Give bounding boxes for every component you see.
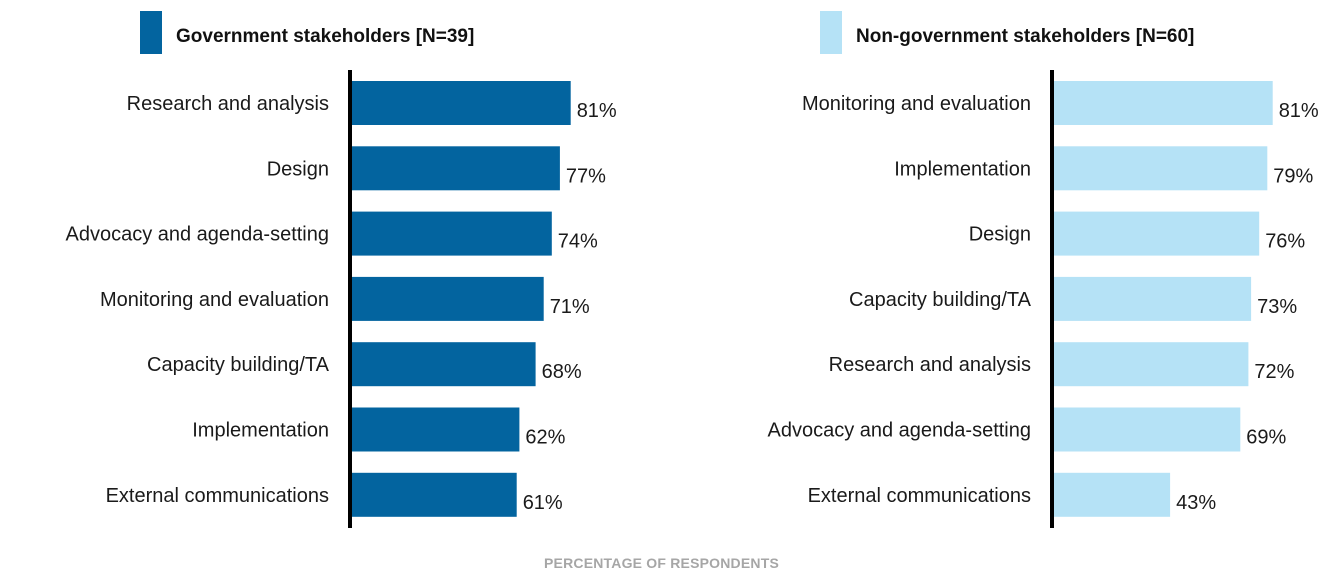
government-legend-swatch [140, 11, 162, 54]
non-government-legend-title: Non-government stakeholders [N=60] [856, 26, 1194, 47]
non-government-value-label: 76% [1265, 231, 1305, 253]
government-value-label: 81% [577, 100, 617, 122]
government-bar [352, 211, 552, 256]
government-axis-line [348, 70, 352, 528]
government-bar [352, 407, 520, 452]
government-value-label: 61% [523, 492, 563, 514]
government-legend-title: Government stakeholders [N=39] [176, 26, 474, 47]
government-bar [352, 146, 560, 191]
non-government-value-label: 43% [1176, 492, 1216, 514]
government-category-label: Capacity building/TA [147, 354, 330, 376]
non-government-category-label: External communications [808, 485, 1031, 507]
government-value-label: 77% [566, 165, 606, 187]
non-government-category-label: Design [969, 224, 1031, 246]
non-government-value-label: 73% [1257, 296, 1297, 318]
non-government-category-label: Advocacy and agenda-setting [767, 420, 1031, 442]
government-category-label: External communications [106, 485, 329, 507]
non-government-bar [1054, 472, 1171, 517]
x-axis-label: PERCENTAGE OF RESPONDENTS [544, 555, 779, 571]
non-government-category-label: Monitoring and evaluation [802, 93, 1031, 115]
non-government-bar [1054, 342, 1249, 387]
non-government-bar [1054, 211, 1260, 256]
non-government-value-label: 79% [1273, 165, 1313, 187]
government-value-label: 74% [558, 231, 598, 253]
government-value-label: 68% [542, 361, 582, 383]
non-government-category-label: Capacity building/TA [849, 289, 1032, 311]
government-category-label: Design [267, 158, 329, 180]
government-value-label: 71% [550, 296, 590, 318]
government-category-label: Implementation [192, 420, 329, 442]
non-government-value-label: 72% [1254, 361, 1294, 383]
government-category-label: Research and analysis [127, 93, 329, 115]
government-bar [352, 276, 544, 321]
government-bar [352, 342, 536, 387]
government-category-label: Monitoring and evaluation [100, 289, 329, 311]
non-government-axis-line [1050, 70, 1054, 528]
non-government-category-label: Research and analysis [829, 354, 1031, 376]
non-government-category-label: Implementation [894, 158, 1031, 180]
government-value-label: 62% [525, 427, 565, 449]
non-government-value-label: 69% [1246, 427, 1286, 449]
government-bar [352, 472, 517, 517]
non-government-bar [1054, 407, 1241, 452]
non-government-value-label: 81% [1279, 100, 1319, 122]
non-government-bar [1054, 146, 1268, 191]
government-bar [352, 81, 571, 125]
non-government-bar [1054, 276, 1252, 321]
non-government-bar [1054, 81, 1273, 125]
government-category-label: Advocacy and agenda-setting [65, 224, 329, 246]
non-government-legend-swatch [820, 11, 842, 54]
